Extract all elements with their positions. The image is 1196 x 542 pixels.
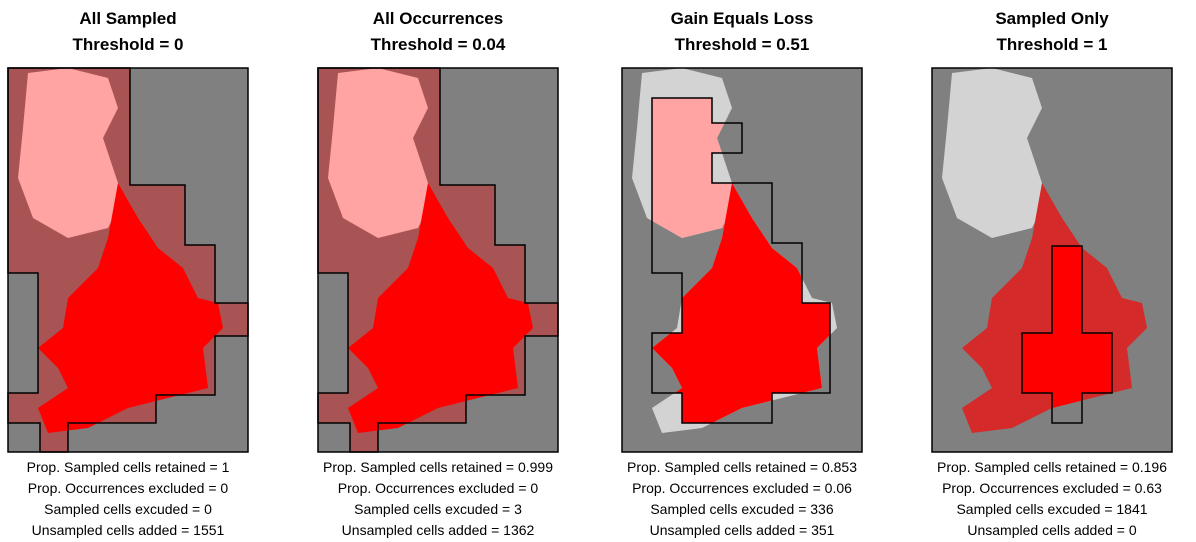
land bbox=[18, 68, 123, 238]
stat-line: Unsampled cells added = 351 bbox=[650, 522, 835, 538]
region-outline bbox=[317, 67, 559, 453]
stat-line: Prop. Sampled cells retained = 0.999 bbox=[323, 459, 553, 475]
panel-title: All Occurrences bbox=[373, 9, 503, 28]
stat-line: Unsampled cells added = 0 bbox=[967, 522, 1136, 538]
stat-line: Sampled cells excuded = 336 bbox=[650, 501, 833, 517]
panel-title: All Sampled bbox=[79, 9, 176, 28]
stat-line: Prop. Occurrences excluded = 0 bbox=[28, 480, 229, 496]
stat-line: Sampled cells excuded = 1841 bbox=[956, 501, 1147, 517]
map bbox=[7, 67, 249, 453]
region-outline bbox=[1021, 245, 1113, 424]
stat-line: Sampled cells excuded = 3 bbox=[354, 501, 522, 517]
map-frame bbox=[931, 67, 1173, 453]
region-outline bbox=[7, 67, 249, 453]
map-frame bbox=[621, 67, 863, 453]
land bbox=[942, 68, 1047, 238]
stat-line: Prop. Occurrences excluded = 0.63 bbox=[942, 480, 1162, 496]
region-outline bbox=[651, 97, 831, 424]
stat-line: Prop. Occurrences excluded = 0 bbox=[338, 480, 539, 496]
panel-threshold: Threshold = 0 bbox=[73, 35, 184, 54]
stat-line: Prop. Sampled cells retained = 1 bbox=[27, 459, 230, 475]
stat-line: Prop. Occurrences excluded = 0.06 bbox=[632, 480, 852, 496]
panel-threshold: Threshold = 0.04 bbox=[371, 35, 506, 54]
stat-line: Prop. Sampled cells retained = 0.196 bbox=[937, 459, 1167, 475]
panel-threshold: Threshold = 1 bbox=[997, 35, 1108, 54]
map bbox=[621, 67, 863, 453]
panel-title: Gain Equals Loss bbox=[671, 9, 814, 28]
map bbox=[317, 67, 559, 453]
stat-line: Sampled cells excuded = 0 bbox=[44, 501, 212, 517]
stat-line: Prop. Sampled cells retained = 0.853 bbox=[627, 459, 857, 475]
panel-threshold: Threshold = 0.51 bbox=[675, 35, 810, 54]
panel-title: Sampled Only bbox=[995, 9, 1109, 28]
map bbox=[931, 67, 1173, 453]
stat-line: Unsampled cells added = 1362 bbox=[342, 522, 535, 538]
land bbox=[328, 68, 433, 238]
map-frame bbox=[317, 67, 559, 453]
map-frame bbox=[7, 67, 249, 453]
stat-line: Unsampled cells added = 1551 bbox=[32, 522, 225, 538]
